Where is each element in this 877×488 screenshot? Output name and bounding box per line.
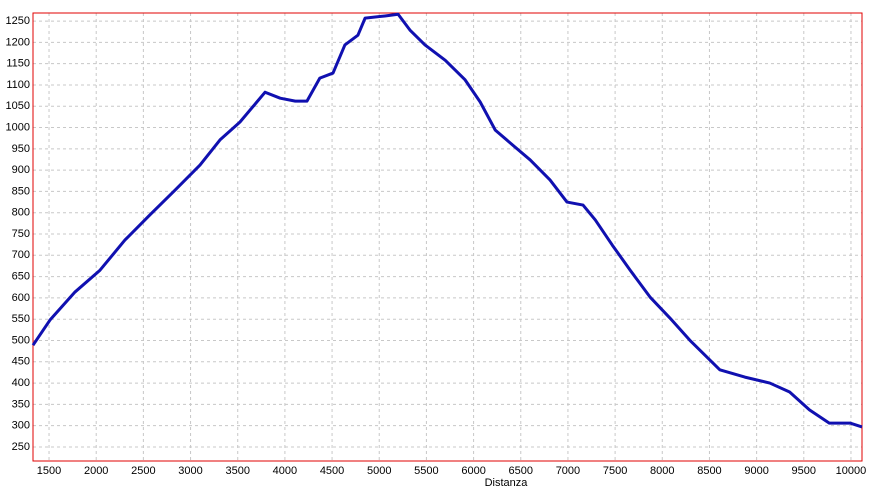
x-axis-label: Distanza — [485, 477, 529, 488]
y-tick-label: 650 — [12, 271, 30, 283]
y-tick-label: 300 — [12, 420, 30, 432]
y-tick-label: 1100 — [6, 79, 30, 91]
x-tick-label: 9000 — [744, 465, 768, 477]
y-tick-label: 400 — [12, 377, 30, 389]
y-tick-label: 850 — [12, 185, 30, 197]
x-tick-label: 4500 — [320, 465, 344, 477]
y-tick-label: 1250 — [6, 15, 30, 27]
y-tick-label: 600 — [12, 292, 30, 304]
x-tick-label: 6000 — [461, 465, 485, 477]
line — [31, 12, 863, 429]
y-tick-label: 950 — [12, 143, 30, 155]
x-tick-label: 2000 — [84, 465, 108, 477]
y-tick-label: 800 — [12, 207, 30, 219]
x-tick-label: 6500 — [509, 465, 533, 477]
y-tick-label: 900 — [12, 164, 30, 176]
y-tick-label: 750 — [12, 228, 30, 240]
y-tick-label: 1200 — [6, 36, 30, 48]
x-tick-label: 1500 — [37, 465, 61, 477]
x-tick-label: 5000 — [367, 465, 391, 477]
x-tick-label: 4000 — [273, 465, 297, 477]
plot-frame — [32, 12, 863, 462]
y-tick-label: 250 — [12, 441, 30, 453]
y-tick-label: 350 — [12, 398, 30, 410]
x-tick-label: 7500 — [603, 465, 627, 477]
x-tick-label: 2500 — [131, 465, 155, 477]
y-tick-label: 1000 — [6, 121, 30, 133]
y-tick-label: 1150 — [6, 58, 30, 70]
x-tick-label: 7000 — [556, 465, 580, 477]
x-tick-label: 8500 — [697, 465, 721, 477]
x-tick-label: 5500 — [414, 465, 438, 477]
y-tick-label: 700 — [12, 249, 30, 261]
y-tick-label: 1050 — [6, 100, 30, 112]
x-tick-label: 3500 — [225, 465, 249, 477]
x-tick-label: 10000 — [836, 465, 867, 477]
x-tick-label: 8000 — [650, 465, 674, 477]
x-tick-label: 9500 — [792, 465, 816, 477]
x-tick-label: 3000 — [178, 465, 202, 477]
y-tick-label: 500 — [12, 334, 30, 346]
y-tick-label: 550 — [12, 313, 30, 325]
y-tick-label: 450 — [12, 356, 30, 368]
